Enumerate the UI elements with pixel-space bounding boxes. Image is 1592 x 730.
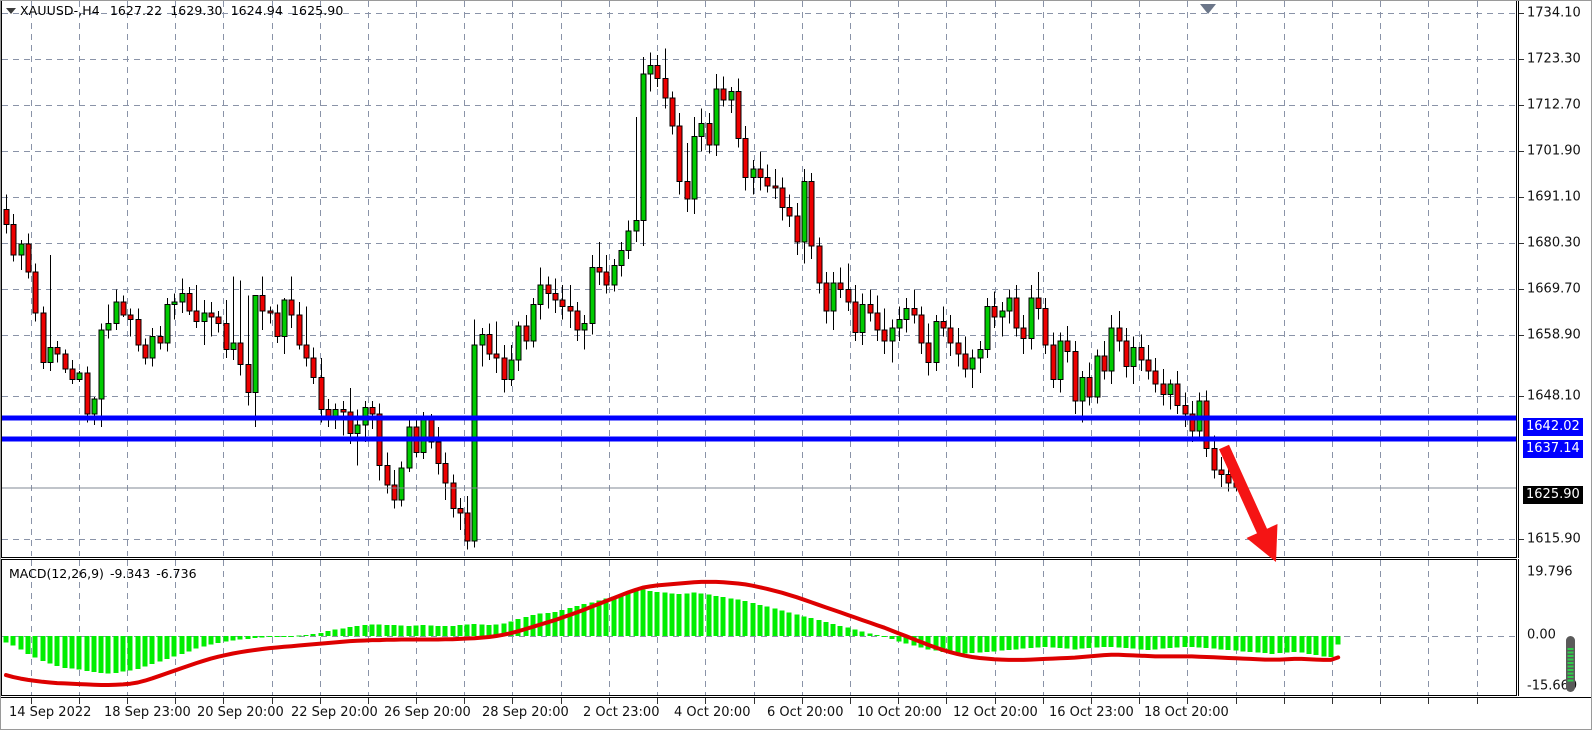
- price-tick-mark: [1518, 335, 1524, 336]
- time-tick-mark: [608, 698, 610, 704]
- price-chart-canvas: [2, 1, 1516, 556]
- chart-header: XAUUSD-,H4 1627.22 1629.30 1624.94 1625.90: [6, 3, 351, 18]
- time-tick-label: 28 Sep 20:00: [482, 705, 569, 720]
- time-tick-mark: [560, 698, 562, 704]
- price-axis-scale[interactable]: 1734.10 1723.30 1712.70 1701.90 1691.10 1680.…: [1518, 1, 1591, 558]
- time-tick-mark: [1427, 698, 1429, 704]
- price-tick-label: 1691.10: [1527, 189, 1581, 205]
- price-tick-mark: [1518, 539, 1524, 540]
- price-level-label[interactable]: 1642.02: [1523, 418, 1583, 436]
- macd-value: -9.343: [109, 566, 151, 581]
- price-tick-mark: [1518, 289, 1524, 290]
- price-tick-mark: [1518, 243, 1524, 244]
- price-level-label[interactable]: 1637.14: [1523, 440, 1583, 458]
- time-tick-mark: [753, 698, 755, 704]
- time-tick-label: 26 Sep 20:00: [384, 705, 471, 720]
- time-tick-mark: [30, 698, 32, 704]
- time-tick-mark: [463, 698, 465, 704]
- price-tick-label: 1734.10: [1527, 5, 1581, 21]
- price-tick-label: 1712.70: [1527, 97, 1581, 113]
- price-tick-mark: [1518, 197, 1524, 198]
- price-tick-label: 1615.90: [1527, 531, 1581, 547]
- time-tick-mark: [415, 698, 417, 704]
- time-tick-mark: [1283, 698, 1285, 704]
- crosshair-cursor: [1566, 636, 1575, 692]
- time-tick-label: 18 Oct 20:00: [1144, 705, 1229, 720]
- last-price-label[interactable]: 1625.90: [1523, 486, 1583, 504]
- time-tick-mark: [1331, 698, 1333, 704]
- symbol-label: XAUUSD-,H4: [20, 3, 100, 18]
- time-tick-mark: [1186, 698, 1188, 704]
- time-tick-label: 10 Oct 20:00: [857, 705, 942, 720]
- time-tick-label: 20 Sep 20:00: [197, 705, 284, 720]
- time-axis-scale[interactable]: 14 Sep 2022 18 Sep 23:00 20 Sep 20:00 22 Se…: [1, 697, 1591, 730]
- price-tick-mark: [1518, 105, 1524, 106]
- time-tick-mark: [801, 698, 803, 704]
- time-tick-label: 4 Oct 20:00: [674, 705, 751, 720]
- time-tick-mark: [367, 698, 369, 704]
- time-tick-label: 6 Oct 20:00: [767, 705, 844, 720]
- time-tick-label: 12 Oct 20:00: [953, 705, 1038, 720]
- macd-name-label: MACD(12,26,9): [9, 566, 104, 581]
- time-tick-label: 14 Sep 2022: [9, 705, 92, 720]
- macd-scale-border: [1518, 559, 1519, 696]
- time-tick-mark: [1042, 698, 1044, 704]
- chevron-down-icon[interactable]: [6, 7, 16, 14]
- quote-open: 1627.22: [109, 3, 163, 18]
- time-tick-label: 18 Sep 23:00: [104, 705, 191, 720]
- price-chart-panel[interactable]: [1, 1, 1517, 558]
- macd-tick-label: 0.00: [1527, 627, 1556, 643]
- time-tick-mark: [271, 698, 273, 704]
- price-tick-mark: [1518, 396, 1524, 397]
- time-tick-mark: [945, 698, 947, 704]
- quote-high: 1629.30: [170, 3, 223, 18]
- macd-signal-value: -6.736: [156, 566, 197, 581]
- time-tick-mark: [1090, 698, 1092, 704]
- macd-header: MACD(12,26,9) -9.343 -6.736: [9, 566, 203, 581]
- time-tick-mark: [511, 698, 513, 704]
- time-tick-mark: [1138, 698, 1140, 704]
- price-scale-border: [1518, 1, 1519, 558]
- time-tick-label: 2 Oct 23:00: [583, 705, 660, 720]
- price-tick-label: 1648.10: [1527, 388, 1581, 404]
- time-tick-label: 16 Oct 23:00: [1049, 705, 1134, 720]
- price-tick-mark: [1518, 151, 1524, 152]
- time-tick-mark: [994, 698, 996, 704]
- time-tick-mark: [174, 698, 176, 704]
- time-tick-mark: [319, 698, 321, 704]
- time-tick-mark: [1235, 698, 1237, 704]
- price-tick-mark: [1518, 13, 1524, 14]
- price-tick-label: 1723.30: [1527, 51, 1581, 67]
- price-tick-label: 1701.90: [1527, 143, 1581, 159]
- time-tick-mark: [656, 698, 658, 704]
- time-tick-mark: [704, 698, 706, 704]
- time-tick-mark: [897, 698, 899, 704]
- macd-chart-canvas: [2, 560, 1516, 695]
- time-tick-mark: [1379, 698, 1381, 704]
- macd-tick-label: 19.796: [1527, 564, 1573, 580]
- quote-close: 1625.90: [290, 3, 344, 18]
- price-tick-label: 1658.90: [1527, 327, 1581, 343]
- price-tick-label: 1680.30: [1527, 235, 1581, 251]
- time-tick-label: 22 Sep 20:00: [291, 705, 378, 720]
- macd-tick-label: -15.669: [1527, 678, 1578, 694]
- price-tick-label: 1669.70: [1527, 281, 1581, 297]
- quote-low: 1624.94: [230, 3, 283, 18]
- price-tick-mark: [1518, 59, 1524, 60]
- time-tick-mark: [126, 698, 128, 704]
- viewport-position-marker: [1200, 4, 1216, 14]
- macd-axis-scale[interactable]: 19.796 0.00 -15.669: [1518, 559, 1591, 696]
- time-tick-mark: [849, 698, 851, 704]
- time-tick-mark: [222, 698, 224, 704]
- macd-indicator-panel[interactable]: MACD(12,26,9) -9.343 -6.736: [1, 559, 1517, 696]
- time-tick-mark: [78, 698, 80, 704]
- time-tick-mark: [1476, 698, 1478, 704]
